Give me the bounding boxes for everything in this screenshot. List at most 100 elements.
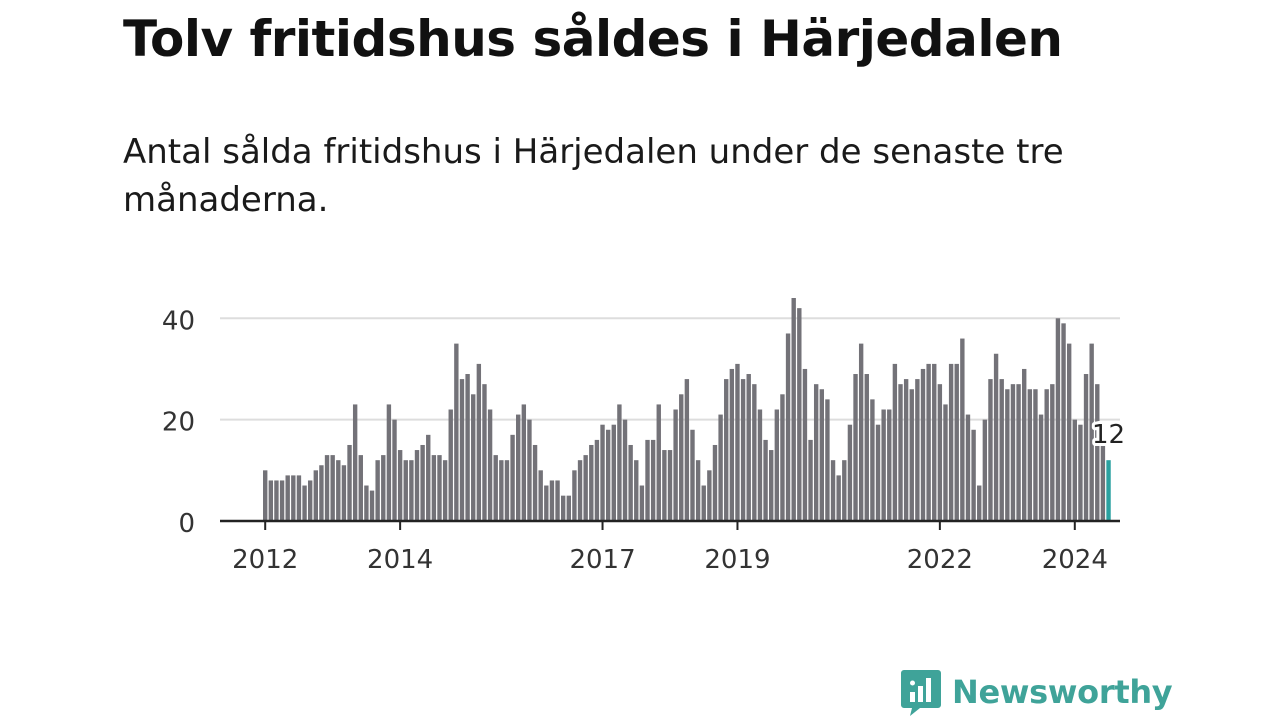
bar [319, 465, 324, 521]
bar [752, 384, 757, 521]
bar [330, 455, 335, 521]
bar [268, 480, 274, 521]
bar [763, 439, 768, 521]
bar [324, 455, 330, 521]
bar [454, 343, 459, 521]
bar [1010, 384, 1016, 521]
bar [594, 439, 600, 521]
bar [819, 389, 824, 521]
bar [842, 460, 847, 521]
x-axis-ticks: 2012 2014 2017 2019 2022 2024 [232, 521, 1108, 575]
bar [296, 475, 302, 521]
newsworthy-logo-icon [901, 670, 941, 716]
bar [1050, 384, 1055, 521]
bar [1033, 389, 1038, 521]
bar [909, 389, 914, 521]
bar [532, 444, 538, 521]
bar [757, 409, 763, 521]
bar [291, 475, 296, 521]
bar [538, 470, 543, 521]
bar [707, 470, 712, 521]
bar [1061, 323, 1066, 521]
bar [386, 404, 392, 521]
bar [437, 455, 442, 521]
bar [932, 363, 937, 521]
bar [420, 444, 425, 521]
bar [285, 475, 290, 521]
bar [903, 379, 909, 521]
bar [695, 460, 701, 521]
bar [516, 414, 521, 521]
bar [544, 485, 549, 521]
bar [589, 444, 594, 521]
bar [915, 379, 920, 521]
bar [825, 399, 830, 521]
bar [746, 374, 751, 521]
newsworthy-logo-text: Newsworthy [952, 673, 1173, 711]
bar [1005, 389, 1010, 521]
bar [1044, 389, 1049, 521]
bar [392, 419, 397, 521]
bar [881, 409, 886, 521]
bar [797, 308, 802, 521]
bar [426, 434, 431, 521]
bar [381, 455, 386, 521]
y-tick-label: 0 [178, 509, 195, 539]
chart-title: Tolv fritidshus såldes i Härjedalen [123, 10, 1063, 68]
bar [493, 455, 498, 521]
y-axis-ticks: 0 20 40 [162, 306, 195, 539]
bar [1072, 419, 1077, 521]
bar [965, 414, 971, 521]
bar [977, 485, 982, 521]
bar [864, 374, 869, 521]
bar [943, 404, 948, 521]
bar [1083, 374, 1089, 521]
bar [1100, 444, 1106, 521]
bar [892, 363, 898, 521]
latest-value-label: 12 [1092, 420, 1125, 450]
bar [1095, 384, 1100, 521]
bar [690, 429, 695, 521]
bar [409, 460, 414, 521]
bar [504, 460, 510, 521]
bar [870, 399, 875, 521]
latest-value-halo: 12 [1092, 420, 1125, 450]
bar [375, 460, 380, 521]
bar [926, 363, 931, 521]
bar [887, 409, 892, 521]
bar [341, 465, 347, 521]
bar [769, 450, 774, 521]
bar [628, 444, 633, 521]
bar [499, 460, 504, 521]
bar [313, 470, 318, 521]
x-tick-label: 2024 [1042, 545, 1108, 575]
bar [605, 429, 611, 521]
bar [847, 424, 853, 521]
bar [279, 480, 285, 521]
bar [572, 470, 577, 521]
bar [302, 485, 307, 521]
bar [521, 404, 527, 521]
bar [656, 404, 661, 521]
bar [858, 343, 864, 521]
bar [352, 404, 358, 521]
bar [1066, 343, 1072, 521]
x-tick-label: 2014 [367, 545, 433, 575]
bar [431, 455, 437, 521]
bar [937, 384, 943, 521]
bar [639, 485, 645, 521]
bar [830, 460, 836, 521]
bar [527, 419, 532, 521]
bar [471, 394, 476, 521]
bar [274, 480, 279, 521]
chart-subtitle: Antal sålda fritidshus i Härjedalen unde… [123, 132, 1064, 220]
bar [566, 495, 571, 521]
bar [336, 460, 341, 521]
bar [729, 368, 735, 521]
bar [712, 444, 718, 521]
bar [510, 434, 515, 521]
bar [442, 460, 448, 521]
bar [1027, 389, 1033, 521]
bar [875, 424, 881, 521]
